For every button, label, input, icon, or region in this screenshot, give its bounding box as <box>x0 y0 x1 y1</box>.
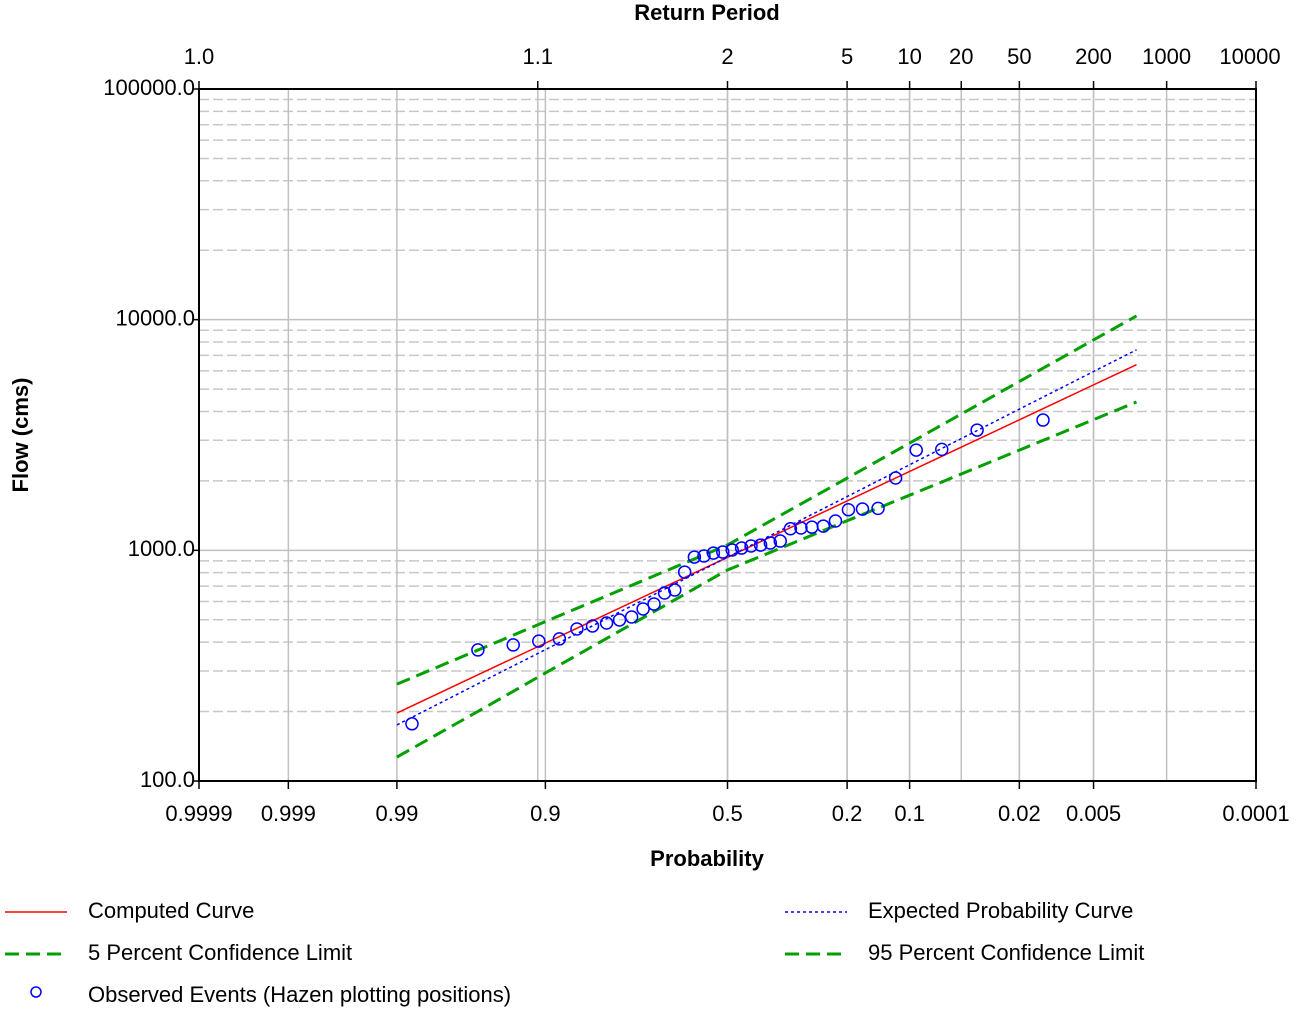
observed-point <box>794 521 808 535</box>
observed-point <box>570 622 584 636</box>
legend-label: 5 Percent Confidence Limit <box>88 940 352 965</box>
observed-point <box>506 638 520 652</box>
observed-point <box>668 583 682 597</box>
legend-label: 95 Percent Confidence Limit <box>868 940 1144 965</box>
observed-point <box>532 634 546 648</box>
x2-tick-label: 10 <box>897 44 921 69</box>
observed-point <box>612 613 627 627</box>
observed-point <box>706 546 721 560</box>
x-tick-label: 0.99 <box>375 801 418 826</box>
x2-tick-label: 200 <box>1075 44 1112 69</box>
curve <box>396 400 1138 759</box>
observed-point <box>697 549 711 563</box>
observed-point <box>855 502 870 516</box>
y-tick-label: 10000.0 <box>115 305 195 330</box>
observed-point <box>841 502 856 517</box>
x2-tick-label: 5 <box>841 44 853 69</box>
observed-point <box>871 501 885 516</box>
x2-tick-label: 20 <box>949 44 973 69</box>
observed-point <box>687 550 702 564</box>
x-tick-label: 0.0001 <box>1222 801 1289 826</box>
observed-point <box>636 602 650 616</box>
observed-point <box>783 522 798 536</box>
observed-point <box>753 538 768 552</box>
x2-tick-label: 1000 <box>1142 44 1191 69</box>
observed-point <box>624 610 639 624</box>
x-axis-label: Probability <box>650 846 764 871</box>
legend-label: Observed Events (Hazen plotting position… <box>88 982 511 1007</box>
y-tick-label: 1000.0 <box>128 536 195 561</box>
observed-point <box>970 423 984 437</box>
observed-point <box>888 471 903 485</box>
plot-frame <box>198 88 1257 782</box>
x2-tick-label: 2 <box>721 44 733 69</box>
observed-point <box>677 565 692 579</box>
observed-point <box>935 442 949 457</box>
x-tick-label: 0.5 <box>712 801 743 826</box>
observed-point <box>716 545 730 559</box>
observed-point <box>763 536 778 550</box>
observed-point <box>805 520 819 534</box>
legend-marker <box>30 986 42 998</box>
x-tick-label: 0.005 <box>1066 801 1121 826</box>
observed-point <box>599 616 614 630</box>
observed-point <box>734 541 749 555</box>
x-tick-label: 0.02 <box>998 801 1041 826</box>
legend-label: Expected Probability Curve <box>868 898 1133 923</box>
x-tick-label: 0.1 <box>894 801 925 826</box>
observed-point <box>744 539 758 553</box>
x2-tick-label: 1.0 <box>184 44 215 69</box>
y-tick-label: 100000.0 <box>103 75 195 100</box>
observed-point <box>552 632 567 646</box>
observed-point <box>725 543 739 557</box>
x-tick-label: 0.9 <box>530 801 561 826</box>
observed-point <box>828 514 843 528</box>
observed-point <box>405 717 419 731</box>
observed-point <box>647 597 661 611</box>
observed-point <box>909 443 923 457</box>
x2-tick-label: 10000 <box>1219 44 1280 69</box>
x-tick-label: 0.2 <box>832 801 863 826</box>
legend-label: Computed Curve <box>88 898 254 923</box>
curve <box>396 349 1137 726</box>
observed-point <box>657 586 672 600</box>
observed-point <box>773 534 787 548</box>
x-tick-label: 0.9999 <box>165 801 232 826</box>
observed-point <box>1036 413 1050 427</box>
curve <box>396 314 1138 686</box>
x2-tick-label: 1.1 <box>522 44 553 69</box>
x-tick-label: 0.999 <box>261 801 316 826</box>
y-axis-label: Flow (cms) <box>8 378 33 493</box>
y-tick-label: 100.0 <box>140 767 195 792</box>
observed-point <box>585 619 600 633</box>
x2-tick-label: 50 <box>1007 44 1031 69</box>
observed-point <box>471 643 485 657</box>
chart-title: Return Period <box>634 0 779 25</box>
